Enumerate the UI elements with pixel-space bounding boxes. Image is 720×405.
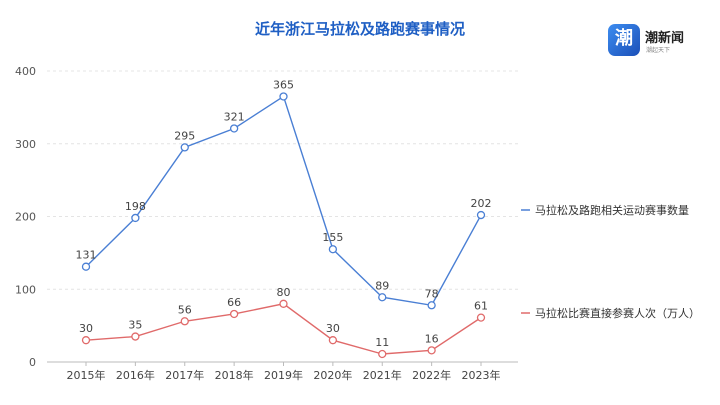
data-point bbox=[476, 210, 486, 220]
legend-label: 马拉松及路跑相关运动赛事数量 bbox=[535, 203, 689, 217]
data-point bbox=[427, 346, 436, 355]
data-point bbox=[378, 349, 387, 359]
data-label: 89 bbox=[375, 279, 389, 292]
y-tick-label: 300 bbox=[15, 138, 36, 151]
series-layer: 131 198 295 321 365 155 89 78 202 30 35 56 66 80 30 11 1… bbox=[76, 78, 492, 359]
data-label: 80 bbox=[277, 286, 291, 299]
brand-logo-block: 潮 潮新闻 潮起天下 bbox=[608, 24, 718, 60]
data-label: 321 bbox=[224, 110, 245, 123]
data-point bbox=[328, 336, 338, 345]
x-tick-label: 2020年 bbox=[313, 368, 352, 382]
data-label: 61 bbox=[474, 300, 488, 313]
y-tick-label: 200 bbox=[15, 211, 36, 224]
data-point bbox=[328, 245, 338, 254]
data-point bbox=[81, 336, 91, 345]
data-point bbox=[476, 313, 486, 322]
data-point bbox=[229, 309, 239, 319]
data-label: 131 bbox=[76, 249, 97, 262]
data-label: 295 bbox=[174, 129, 195, 142]
data-point bbox=[229, 124, 239, 133]
x-tick-label: 2015年 bbox=[67, 368, 106, 382]
data-label: 30 bbox=[326, 322, 340, 335]
y-tick-label: 400 bbox=[15, 65, 36, 78]
y-tick-label: 100 bbox=[15, 283, 36, 296]
data-point bbox=[427, 301, 436, 310]
data-label: 11 bbox=[375, 336, 389, 349]
series-line bbox=[85, 303, 482, 355]
grid-layer bbox=[47, 70, 518, 290]
data-label: 198 bbox=[125, 200, 146, 213]
x-tick-label: 2019年 bbox=[264, 368, 303, 382]
y-tick-label: 0 bbox=[29, 356, 36, 369]
x-tick-label: 2022年 bbox=[412, 368, 451, 382]
data-label: 155 bbox=[322, 231, 343, 244]
data-point bbox=[81, 262, 91, 271]
legend-label: 马拉松比赛直接参赛人次（万人） bbox=[535, 306, 700, 320]
data-point bbox=[131, 213, 140, 223]
data-label: 365 bbox=[273, 78, 294, 91]
data-label: 202 bbox=[471, 197, 492, 210]
data-point bbox=[131, 332, 140, 341]
data-label: 35 bbox=[128, 319, 142, 332]
chart-title: 近年浙江马拉松及路跑赛事情况 bbox=[254, 20, 465, 38]
data-point bbox=[180, 143, 189, 152]
series-1: 131 198 295 321 365 155 89 78 202 bbox=[76, 78, 492, 310]
x-tick-label: 2016年 bbox=[116, 368, 155, 382]
brand-name: 潮新闻 bbox=[645, 31, 685, 46]
brand-slogan: 潮起天下 bbox=[646, 47, 671, 54]
data-label: 78 bbox=[425, 287, 439, 300]
data-point bbox=[180, 317, 189, 326]
data-label: 16 bbox=[425, 332, 439, 345]
axis-layer: 0 100 200 300 400 2015年 2016年 2017年 2018年 2019年 20… bbox=[15, 65, 518, 382]
x-tick-label: 2018年 bbox=[215, 368, 254, 382]
brand-logo-icon: 潮 bbox=[608, 24, 640, 56]
data-label: 30 bbox=[79, 322, 93, 335]
series-2: 30 35 56 66 80 30 11 16 61 bbox=[79, 286, 488, 359]
data-point bbox=[378, 293, 387, 302]
x-tick-label: 2023年 bbox=[462, 368, 501, 382]
x-tick-label: 2021年 bbox=[363, 368, 402, 382]
data-point bbox=[279, 92, 288, 101]
x-tick-label: 2017年 bbox=[165, 368, 204, 382]
data-label: 66 bbox=[227, 296, 241, 309]
data-point bbox=[279, 299, 288, 308]
data-label: 56 bbox=[178, 303, 192, 316]
